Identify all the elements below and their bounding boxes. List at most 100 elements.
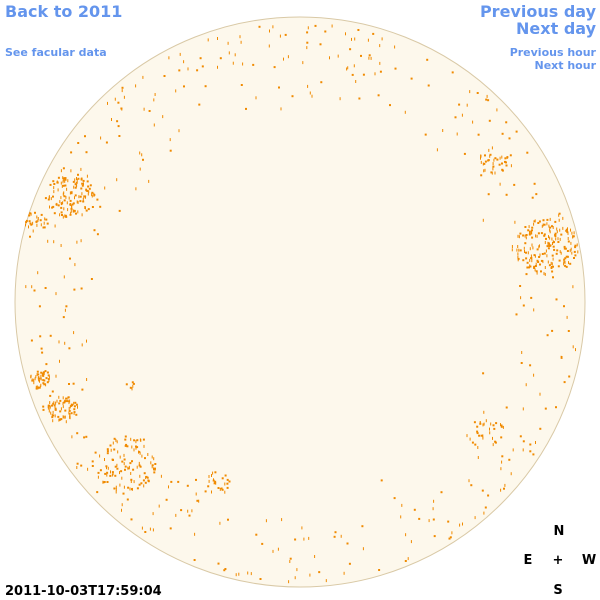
facula — [55, 292, 57, 296]
facula — [556, 227, 558, 231]
back-link[interactable]: Back to 2011 — [5, 2, 122, 21]
facula — [81, 343, 83, 347]
facula — [91, 465, 94, 467]
facula — [29, 235, 31, 238]
facula — [63, 178, 65, 182]
facula — [474, 443, 477, 446]
facula — [62, 201, 64, 205]
facula — [47, 405, 49, 409]
facula — [531, 229, 533, 232]
facula — [549, 236, 551, 240]
facula — [235, 573, 237, 577]
facula — [40, 377, 42, 381]
facula — [358, 97, 361, 100]
facula — [573, 231, 575, 235]
facula — [239, 35, 241, 39]
facula — [544, 266, 546, 269]
facula — [127, 486, 130, 489]
facula — [473, 421, 476, 424]
facula — [347, 66, 349, 70]
next-hour-link[interactable]: Next hour — [535, 59, 597, 72]
facula — [75, 413, 78, 416]
facula — [268, 44, 270, 48]
facula — [76, 177, 77, 180]
facula — [64, 341, 66, 345]
facula — [545, 249, 547, 253]
facula — [522, 440, 525, 443]
facula — [307, 26, 309, 30]
facula — [153, 468, 156, 471]
previous-day-link[interactable]: Previous day — [480, 2, 597, 21]
facula — [526, 266, 529, 269]
facula — [469, 90, 471, 94]
facula — [60, 181, 62, 185]
facula — [531, 243, 533, 247]
facula — [557, 237, 559, 241]
facula — [529, 443, 532, 446]
facula — [372, 32, 375, 35]
facula — [573, 250, 576, 253]
facula — [58, 418, 60, 422]
facula — [72, 382, 75, 385]
previous-hour-link[interactable]: Previous hour — [510, 46, 597, 59]
facula — [559, 228, 561, 232]
facula — [329, 56, 330, 60]
facula — [551, 270, 554, 273]
facula — [191, 509, 193, 513]
facula — [552, 276, 554, 279]
facula — [70, 207, 73, 210]
facula — [99, 469, 102, 472]
facula — [410, 540, 412, 544]
facula — [131, 381, 134, 384]
facula — [42, 226, 45, 229]
facula — [515, 313, 518, 316]
facula — [572, 345, 574, 349]
facula — [470, 484, 473, 487]
facula — [87, 185, 90, 188]
facula — [314, 555, 316, 558]
facula — [99, 454, 101, 458]
facula — [86, 190, 89, 192]
facula — [532, 246, 534, 250]
facula — [83, 195, 85, 199]
facula — [512, 448, 514, 452]
facula — [538, 256, 541, 258]
facula — [45, 383, 47, 387]
facula — [227, 518, 229, 521]
facula — [129, 462, 132, 465]
facula — [55, 203, 58, 206]
facula — [567, 231, 569, 235]
facula — [138, 461, 140, 465]
facula — [116, 467, 119, 470]
facula — [80, 177, 82, 181]
next-day-link[interactable]: Next day — [516, 19, 597, 38]
facula — [186, 484, 189, 487]
facula — [144, 481, 147, 484]
facular-link[interactable]: See facular data — [5, 46, 107, 59]
facula — [74, 183, 77, 186]
facula — [480, 156, 481, 160]
facula — [370, 56, 372, 60]
facula — [130, 472, 132, 475]
facula — [178, 129, 180, 133]
facula — [37, 217, 39, 220]
facula — [136, 465, 138, 469]
facula — [565, 265, 568, 268]
facula — [561, 356, 563, 359]
facula — [91, 460, 94, 463]
facula — [63, 207, 65, 211]
facula — [139, 451, 141, 455]
facula — [490, 171, 493, 174]
facula — [132, 382, 135, 385]
facula — [126, 445, 129, 448]
facula — [242, 62, 244, 66]
facula — [69, 405, 71, 409]
facula — [113, 487, 116, 490]
facula — [540, 270, 542, 273]
facula — [265, 519, 267, 523]
facula — [505, 406, 508, 409]
facula — [549, 228, 551, 232]
facula — [481, 489, 484, 492]
facula — [64, 214, 66, 218]
facula — [57, 415, 60, 418]
